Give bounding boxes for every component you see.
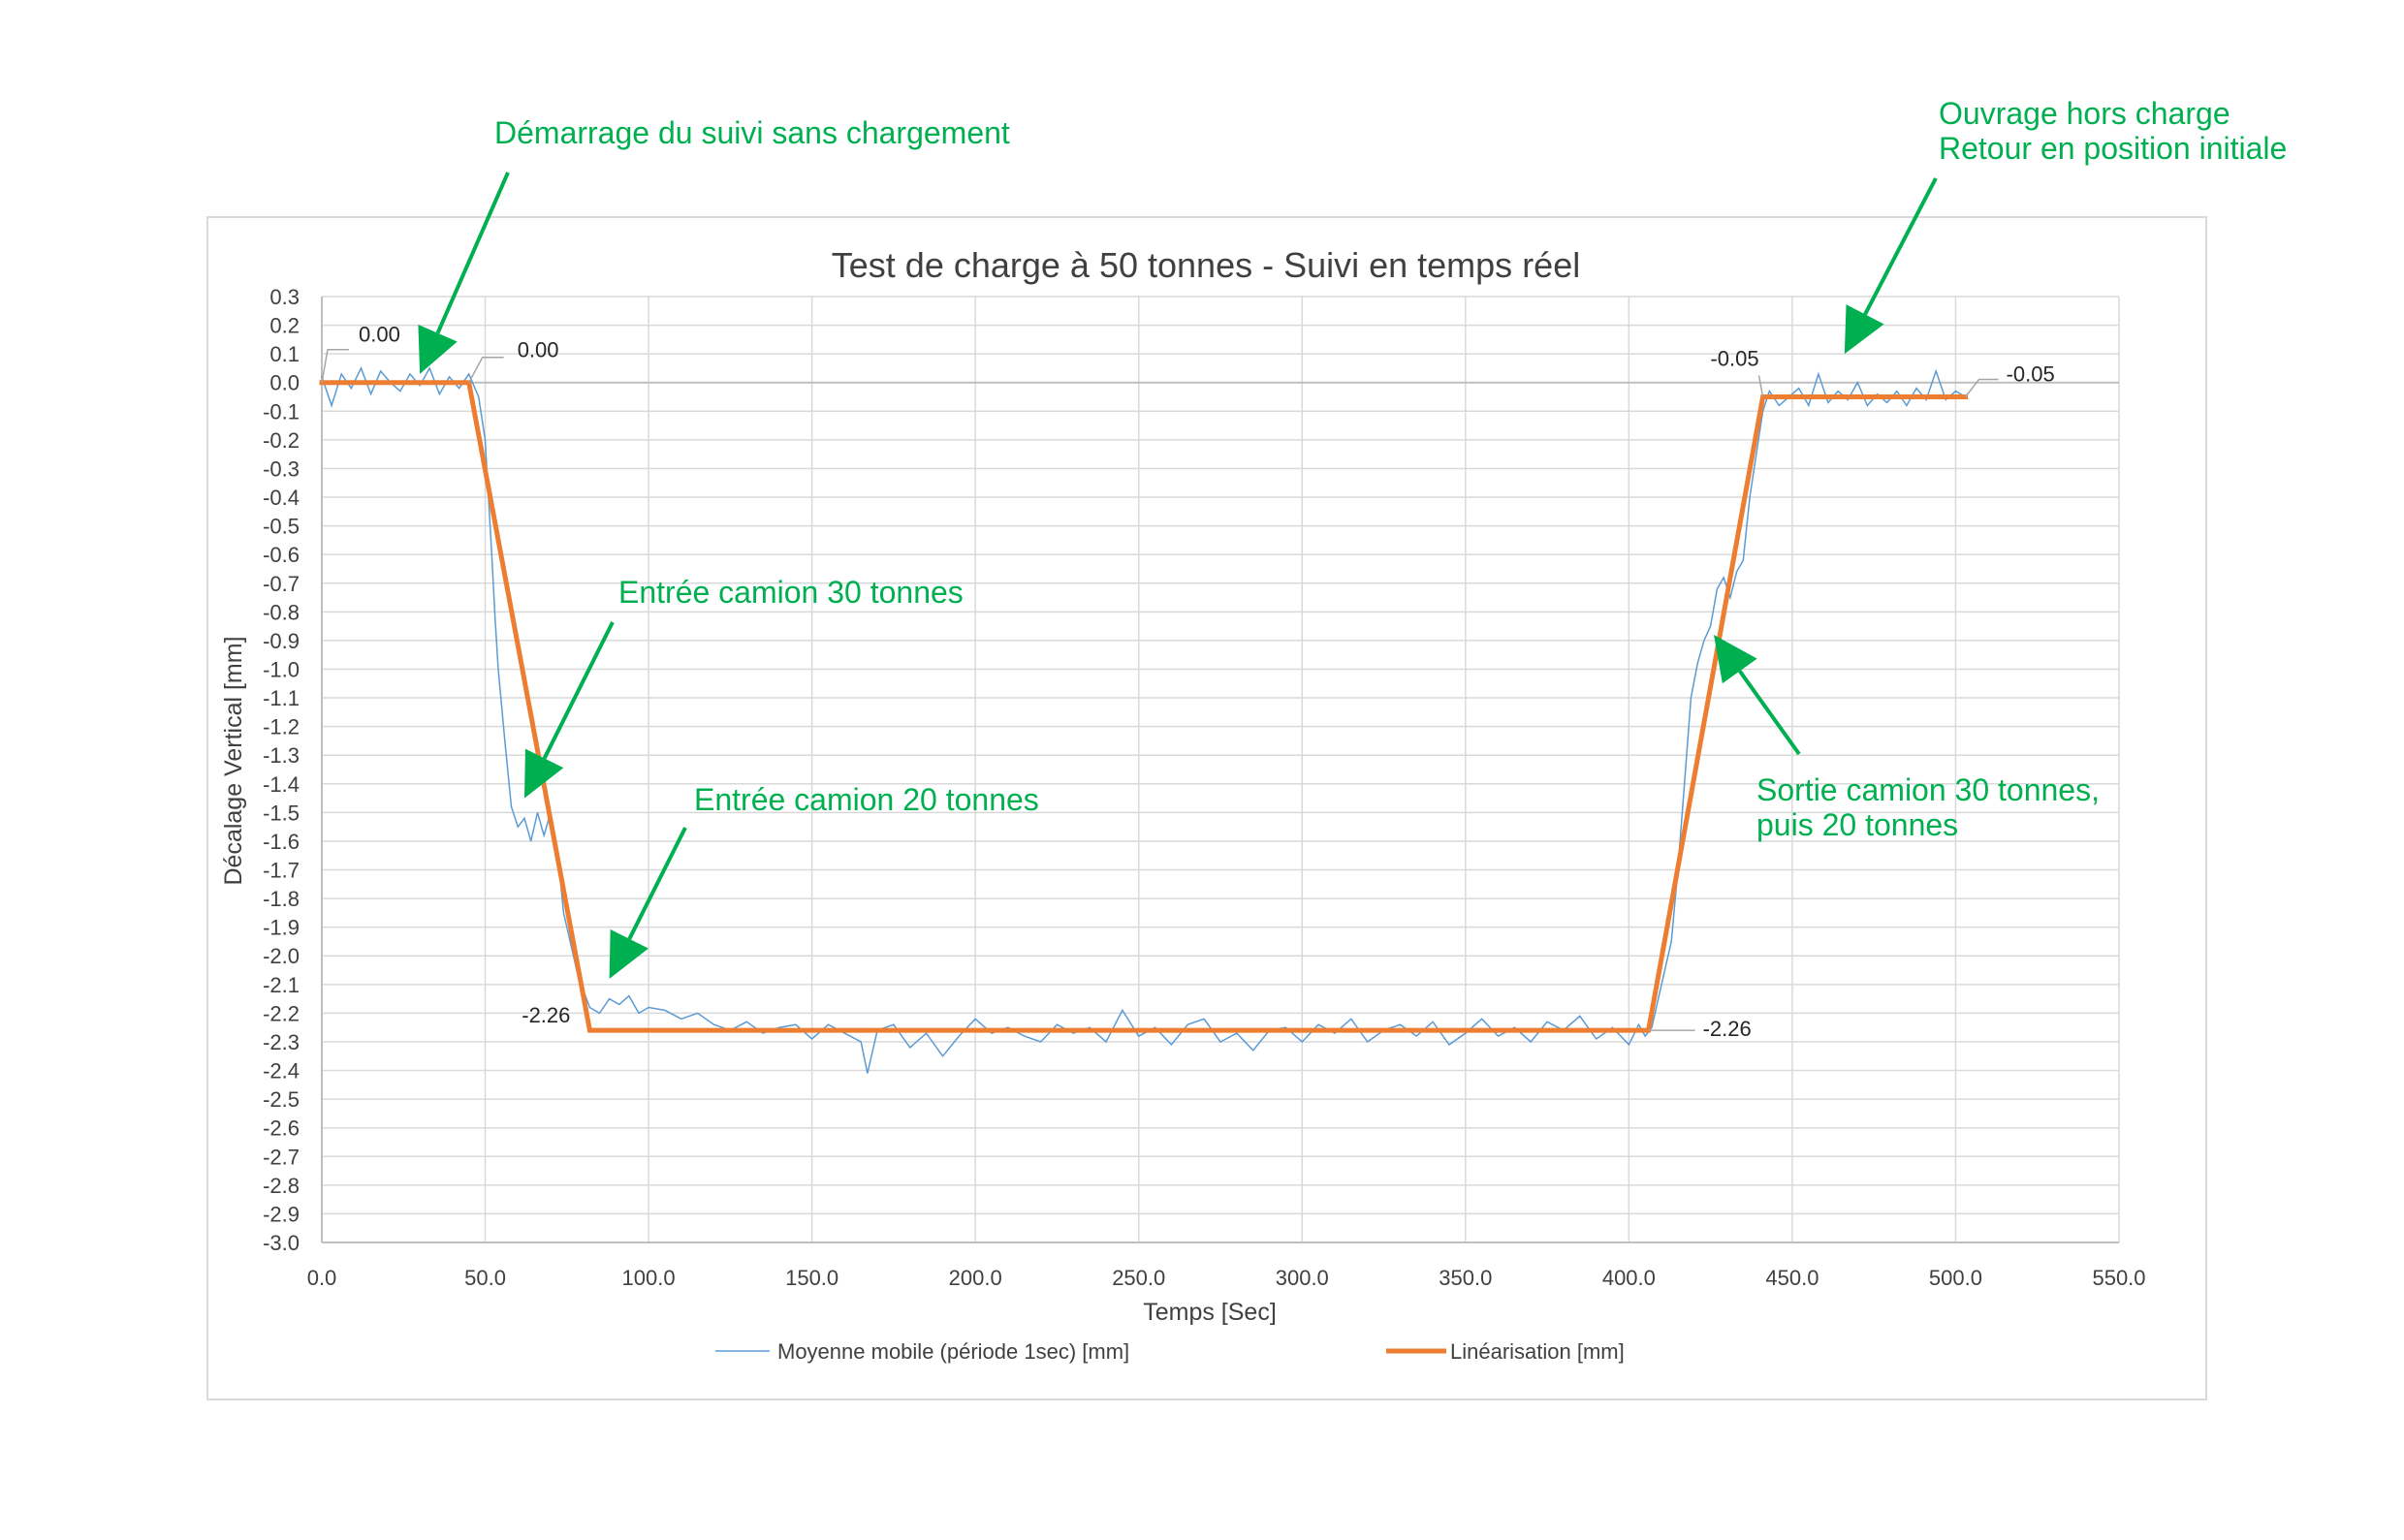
x-axis-title: Temps [Sec] <box>1143 1299 1277 1326</box>
annotation-line: puis 20 tonnes <box>1756 807 1958 842</box>
y-tick-label: -1.8 <box>263 887 300 911</box>
y-tick-label: -2.9 <box>263 1202 300 1226</box>
annotation-text: Entrée camion 30 tonnes <box>618 575 964 610</box>
y-tick-label: -1.2 <box>263 715 300 739</box>
annotation-arrow-shaft <box>435 172 510 334</box>
y-tick-label: -0.8 <box>263 600 300 624</box>
y-tick-label: -0.9 <box>263 629 300 653</box>
y-tick-label: -2.0 <box>263 944 300 968</box>
y-tick-label: -2.7 <box>263 1145 300 1169</box>
x-tick-label: 50.0 <box>464 1266 506 1290</box>
data-label-leader <box>1964 378 1999 397</box>
x-tick-label: 500.0 <box>1929 1266 1982 1290</box>
y-tick-label: -1.4 <box>263 772 300 797</box>
x-tick-label: 200.0 <box>949 1266 1002 1290</box>
annotation-arrow-head <box>609 928 648 979</box>
y-tick-label: -2.6 <box>263 1116 300 1141</box>
y-tick-label: 0.3 <box>269 285 300 309</box>
annotation-arrow-head <box>523 748 564 799</box>
y-tick-label: -1.5 <box>263 801 300 825</box>
series <box>319 366 1969 1074</box>
y-tick-label: -1.1 <box>263 686 300 710</box>
y-tick-label: -2.2 <box>263 1001 300 1025</box>
data-label: -0.05 <box>1710 347 1758 371</box>
annotation-line: Sortie camion 30 tonnes, <box>1756 772 2100 807</box>
y-tick-label: -1.3 <box>263 743 300 768</box>
y-axis-title: Décalage Vertical [mm] <box>220 636 247 885</box>
x-tick-label: 400.0 <box>1602 1266 1656 1290</box>
data-label-leader <box>1757 375 1764 397</box>
data-label-leader <box>468 356 504 384</box>
y-tick-label: -1.6 <box>263 830 300 854</box>
series-line-1 <box>319 380 1969 1033</box>
x-tick-label: 350.0 <box>1439 1266 1492 1290</box>
annotation-text: Ouvrage hors charge Retour en position in… <box>1939 96 2287 166</box>
y-tick-label: -3.0 <box>263 1231 300 1255</box>
x-tick-label: 150.0 <box>785 1266 838 1290</box>
annotation-line: Entrée camion 30 tonnes <box>618 575 964 610</box>
annotation-arrow-head <box>418 324 458 374</box>
legend: Moyenne mobile (période 1sec) [mm] Linéar… <box>715 1339 1625 1364</box>
y-tick-label: -0.5 <box>263 515 300 539</box>
chart-frame <box>206 216 2207 1400</box>
y-tick-label: -0.2 <box>263 428 300 453</box>
x-tick-label: 100.0 <box>622 1266 676 1290</box>
data-label-leader <box>321 348 349 383</box>
annotation-arrow-shaft <box>542 621 615 760</box>
data-label: -0.05 <box>2007 362 2055 387</box>
data-labels: 0.00 0.00 -2.26 -2.26 -0.05 -0.05 <box>321 323 2055 1041</box>
annotation-line: Démarrage du suivi sans chargement <box>494 115 1010 150</box>
y-tick-label: -0.3 <box>263 456 300 481</box>
y-tick-label: 0.0 <box>269 371 300 395</box>
chart-title: Test de charge à 50 tonnes - Suivi en te… <box>832 245 1580 285</box>
annotation-text: Démarrage du suivi sans chargement <box>494 115 1010 150</box>
y-tick-label: -2.8 <box>263 1174 300 1198</box>
annotation-arrow-head <box>1844 304 1884 355</box>
y-tick-label: -0.1 <box>263 399 300 424</box>
y-tick-label: -1.9 <box>263 916 300 940</box>
axes: 0.3 0.2 0.1 0.0 -0.1 -0.2 -0.3 -0.4 -0.5 -0.6 -0.7… <box>263 285 2145 1290</box>
annotation-line: Entrée camion 20 tonnes <box>694 782 1039 817</box>
y-tick-label: 0.2 <box>269 314 300 338</box>
x-tick-label: 250.0 <box>1112 1266 1165 1290</box>
annotation-text: Entrée camion 20 tonnes <box>694 782 1039 817</box>
data-label: 0.00 <box>359 323 400 347</box>
annotation-text: Sortie camion 30 tonnes, puis 20 tonnes <box>1756 772 2100 842</box>
annotation-arrow-shaft <box>1863 177 1938 316</box>
y-tick-label: 0.1 <box>269 342 300 366</box>
annotation-arrow-shaft <box>1738 670 1801 756</box>
x-tick-label: 450.0 <box>1765 1266 1819 1290</box>
legend-label: Moyenne mobile (période 1sec) [mm] <box>777 1339 1129 1364</box>
x-tick-label: 550.0 <box>2092 1266 2145 1290</box>
y-tick-label: -0.4 <box>263 486 300 510</box>
y-tick-label: -2.3 <box>263 1030 300 1054</box>
annotation-line: Retour en position initiale <box>1939 131 2287 166</box>
y-tick-label: -2.1 <box>263 973 300 997</box>
x-tick-label: 300.0 <box>1276 1266 1329 1290</box>
x-tick-label: 0.0 <box>307 1266 337 1290</box>
series-line-0 <box>321 366 1967 1074</box>
y-tick-label: -0.6 <box>263 543 300 567</box>
annotation-arrow-head <box>1714 634 1757 684</box>
annotations: Démarrage du suivi sans chargement Ouvrag… <box>418 96 2287 979</box>
y-tick-label: -2.5 <box>263 1087 300 1112</box>
y-tick-label: -1.0 <box>263 657 300 681</box>
data-label: 0.00 <box>518 338 559 362</box>
annotation-arrow-shaft <box>627 827 687 940</box>
annotation-line: Ouvrage hors charge <box>1939 96 2230 131</box>
legend-label: Linéarisation [mm] <box>1450 1339 1625 1364</box>
y-tick-label: -2.4 <box>263 1059 300 1084</box>
y-tick-label: -1.7 <box>263 859 300 883</box>
data-label: -2.26 <box>522 1003 570 1027</box>
data-label: -2.26 <box>1703 1017 1752 1041</box>
y-tick-label: -0.7 <box>263 572 300 596</box>
